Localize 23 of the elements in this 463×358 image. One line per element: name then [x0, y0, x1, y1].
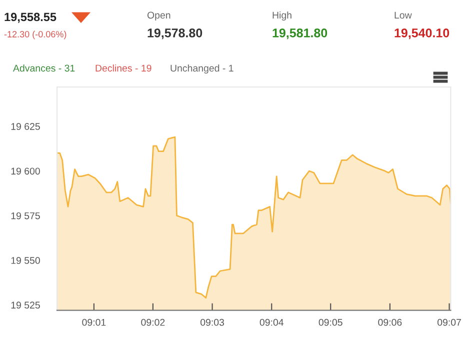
- y-tick-label: 19 525: [11, 302, 40, 309]
- text: High: [272, 11, 292, 21]
- x-tick-label: 09:03: [200, 318, 224, 326]
- text: Low: [394, 12, 412, 19]
- text: -12.30 (-0.06%): [4, 30, 66, 40]
- x-tick-label: 09:05: [318, 318, 342, 326]
- y-tick-label: 19 575: [11, 212, 40, 220]
- text: 19,540.10: [394, 28, 450, 40]
- text: Unchanged - 1: [170, 64, 234, 74]
- text: Advances - 31: [13, 64, 75, 72]
- x-tick-label: 09:01: [82, 318, 106, 326]
- y-tick-label: 19 550: [11, 257, 40, 264]
- x-tick-label: 09:06: [378, 318, 402, 326]
- y-tick-label: 19 600: [11, 168, 40, 175]
- y-tick-label: 19 625: [11, 123, 40, 130]
- text: 19,581.80: [272, 28, 328, 40]
- text: Open: [147, 12, 170, 21]
- text: 19,578.80: [148, 28, 202, 40]
- text: 19,558.55: [4, 12, 56, 23]
- x-tick-label: 09:07: [437, 318, 461, 326]
- text: Declines - 19: [96, 64, 152, 72]
- x-tick-label: 09:04: [260, 318, 284, 326]
- x-tick-label: 09:02: [141, 318, 165, 326]
